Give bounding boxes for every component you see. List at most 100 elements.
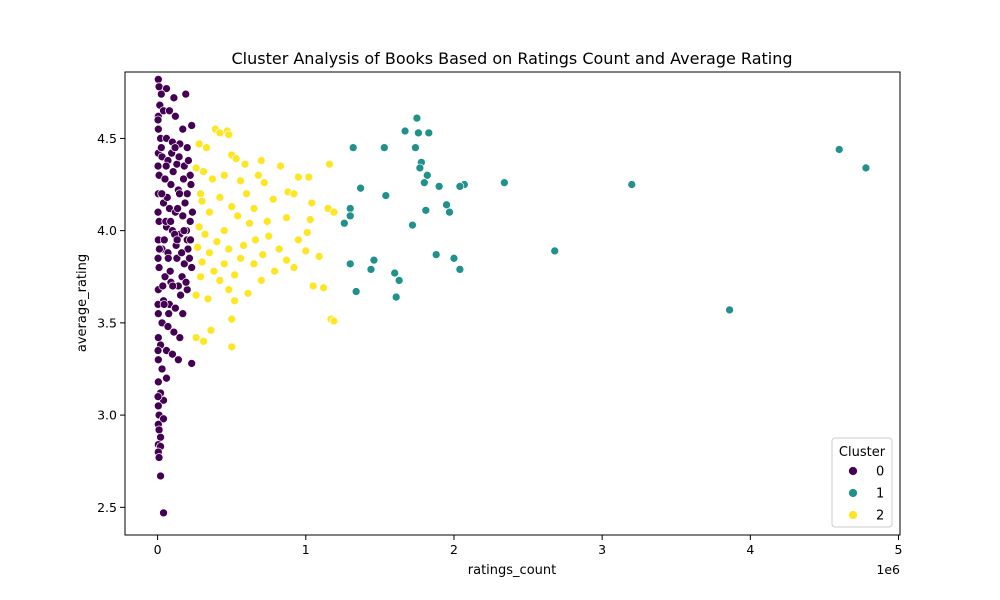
- data-point: [154, 263, 164, 272]
- data-point: [861, 163, 871, 173]
- data-point: [369, 255, 379, 265]
- data-point: [400, 126, 410, 136]
- data-point: [274, 244, 284, 254]
- data-point: [314, 252, 324, 261]
- data-point: [256, 156, 266, 165]
- data-point: [185, 253, 194, 263]
- data-point: [351, 287, 361, 296]
- data-point: [308, 281, 318, 291]
- data-point: [160, 272, 170, 282]
- legend-marker: [848, 510, 858, 520]
- data-point: [227, 202, 237, 212]
- data-point: [188, 207, 197, 217]
- data-point: [249, 259, 259, 269]
- data-point: [166, 217, 175, 226]
- data-point: [240, 159, 250, 169]
- data-point: [183, 244, 193, 254]
- data-point: [345, 211, 355, 221]
- data-point: [206, 325, 216, 335]
- data-point: [208, 174, 217, 184]
- data-point: [264, 231, 274, 241]
- data-point: [179, 174, 188, 184]
- data-point: [185, 217, 195, 226]
- data-point: [159, 414, 168, 424]
- data-point: [163, 253, 173, 263]
- data-point: [173, 204, 182, 213]
- data-point: [153, 333, 163, 342]
- data-point: [153, 309, 163, 318]
- data-point: [172, 235, 182, 245]
- x-tick-label: 1: [302, 542, 310, 557]
- data-point: [174, 152, 184, 162]
- data-point: [445, 207, 454, 217]
- data-point: [270, 266, 280, 276]
- data-point: [219, 259, 229, 269]
- data-point: [153, 115, 163, 125]
- legend-marker: [848, 488, 858, 498]
- data-point: [233, 211, 242, 221]
- series-cluster-1: [339, 113, 871, 315]
- data-point: [329, 207, 339, 217]
- x-tick-label: 3: [598, 542, 606, 557]
- data-point: [179, 226, 189, 235]
- data-point: [215, 193, 225, 202]
- data-point: [154, 82, 164, 92]
- data-point: [215, 128, 225, 138]
- data-point: [175, 189, 184, 199]
- data-point: [230, 296, 240, 306]
- x-axis-offset-text: 1e6: [876, 562, 900, 577]
- data-point: [254, 170, 263, 180]
- data-point: [180, 198, 190, 208]
- data-point: [205, 248, 214, 258]
- data-point: [236, 253, 245, 263]
- data-point: [219, 226, 229, 235]
- data-point: [173, 355, 183, 365]
- data-point: [153, 161, 163, 171]
- data-point: [227, 342, 237, 352]
- data-point: [191, 163, 201, 173]
- data-point: [627, 180, 637, 189]
- data-point: [442, 200, 451, 210]
- data-point: [178, 124, 188, 134]
- data-point: [268, 194, 278, 204]
- data-point: [162, 373, 171, 383]
- legend-label: 1: [876, 487, 884, 502]
- data-point: [197, 196, 207, 206]
- data-point: [199, 336, 208, 346]
- data-point: [224, 130, 234, 140]
- data-point: [415, 163, 425, 173]
- legend-box: [831, 437, 893, 528]
- data-point: [381, 191, 391, 200]
- data-point: [157, 364, 167, 374]
- data-point: [177, 248, 186, 258]
- y-tick-label: 2.5: [97, 500, 117, 515]
- data-point: [181, 277, 191, 287]
- data-point: [259, 178, 269, 188]
- data-point: [231, 154, 241, 164]
- data-point: [187, 263, 197, 272]
- data-point: [153, 124, 163, 134]
- x-axis-label: ratings_count: [468, 563, 556, 578]
- x-tick-label: 0: [154, 542, 162, 557]
- data-point: [159, 300, 169, 309]
- legend-marker: [848, 466, 858, 476]
- data-point: [202, 143, 211, 152]
- data-point: [194, 222, 204, 232]
- data-point: [294, 172, 303, 182]
- data-point: [282, 255, 291, 265]
- data-point: [153, 207, 163, 217]
- data-point: [249, 204, 259, 213]
- y-tick-label: 3.5: [97, 315, 117, 330]
- data-point: [156, 432, 165, 442]
- data-point: [304, 172, 314, 182]
- data-point: [276, 161, 285, 171]
- x-tick-label: 5: [895, 542, 903, 557]
- data-point: [209, 266, 219, 276]
- chart-title: Cluster Analysis of Books Based on Ratin…: [231, 49, 792, 68]
- data-point: [200, 229, 210, 239]
- data-point: [419, 178, 429, 188]
- data-point: [187, 359, 197, 368]
- data-point: [319, 283, 328, 293]
- data-point: [256, 276, 266, 285]
- data-point: [455, 265, 465, 274]
